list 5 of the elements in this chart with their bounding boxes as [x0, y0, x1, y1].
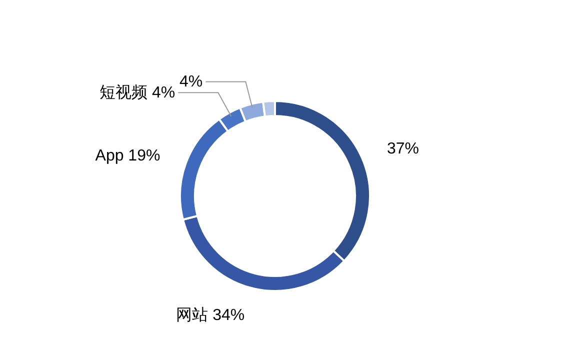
data-label: 37% — [386, 140, 419, 158]
slice-label: 网站 34% — [176, 306, 245, 324]
slice-label: 短视频 4% — [100, 84, 176, 102]
data-label: 4% — [180, 74, 203, 91]
slice-label: App 19% — [95, 148, 160, 165]
